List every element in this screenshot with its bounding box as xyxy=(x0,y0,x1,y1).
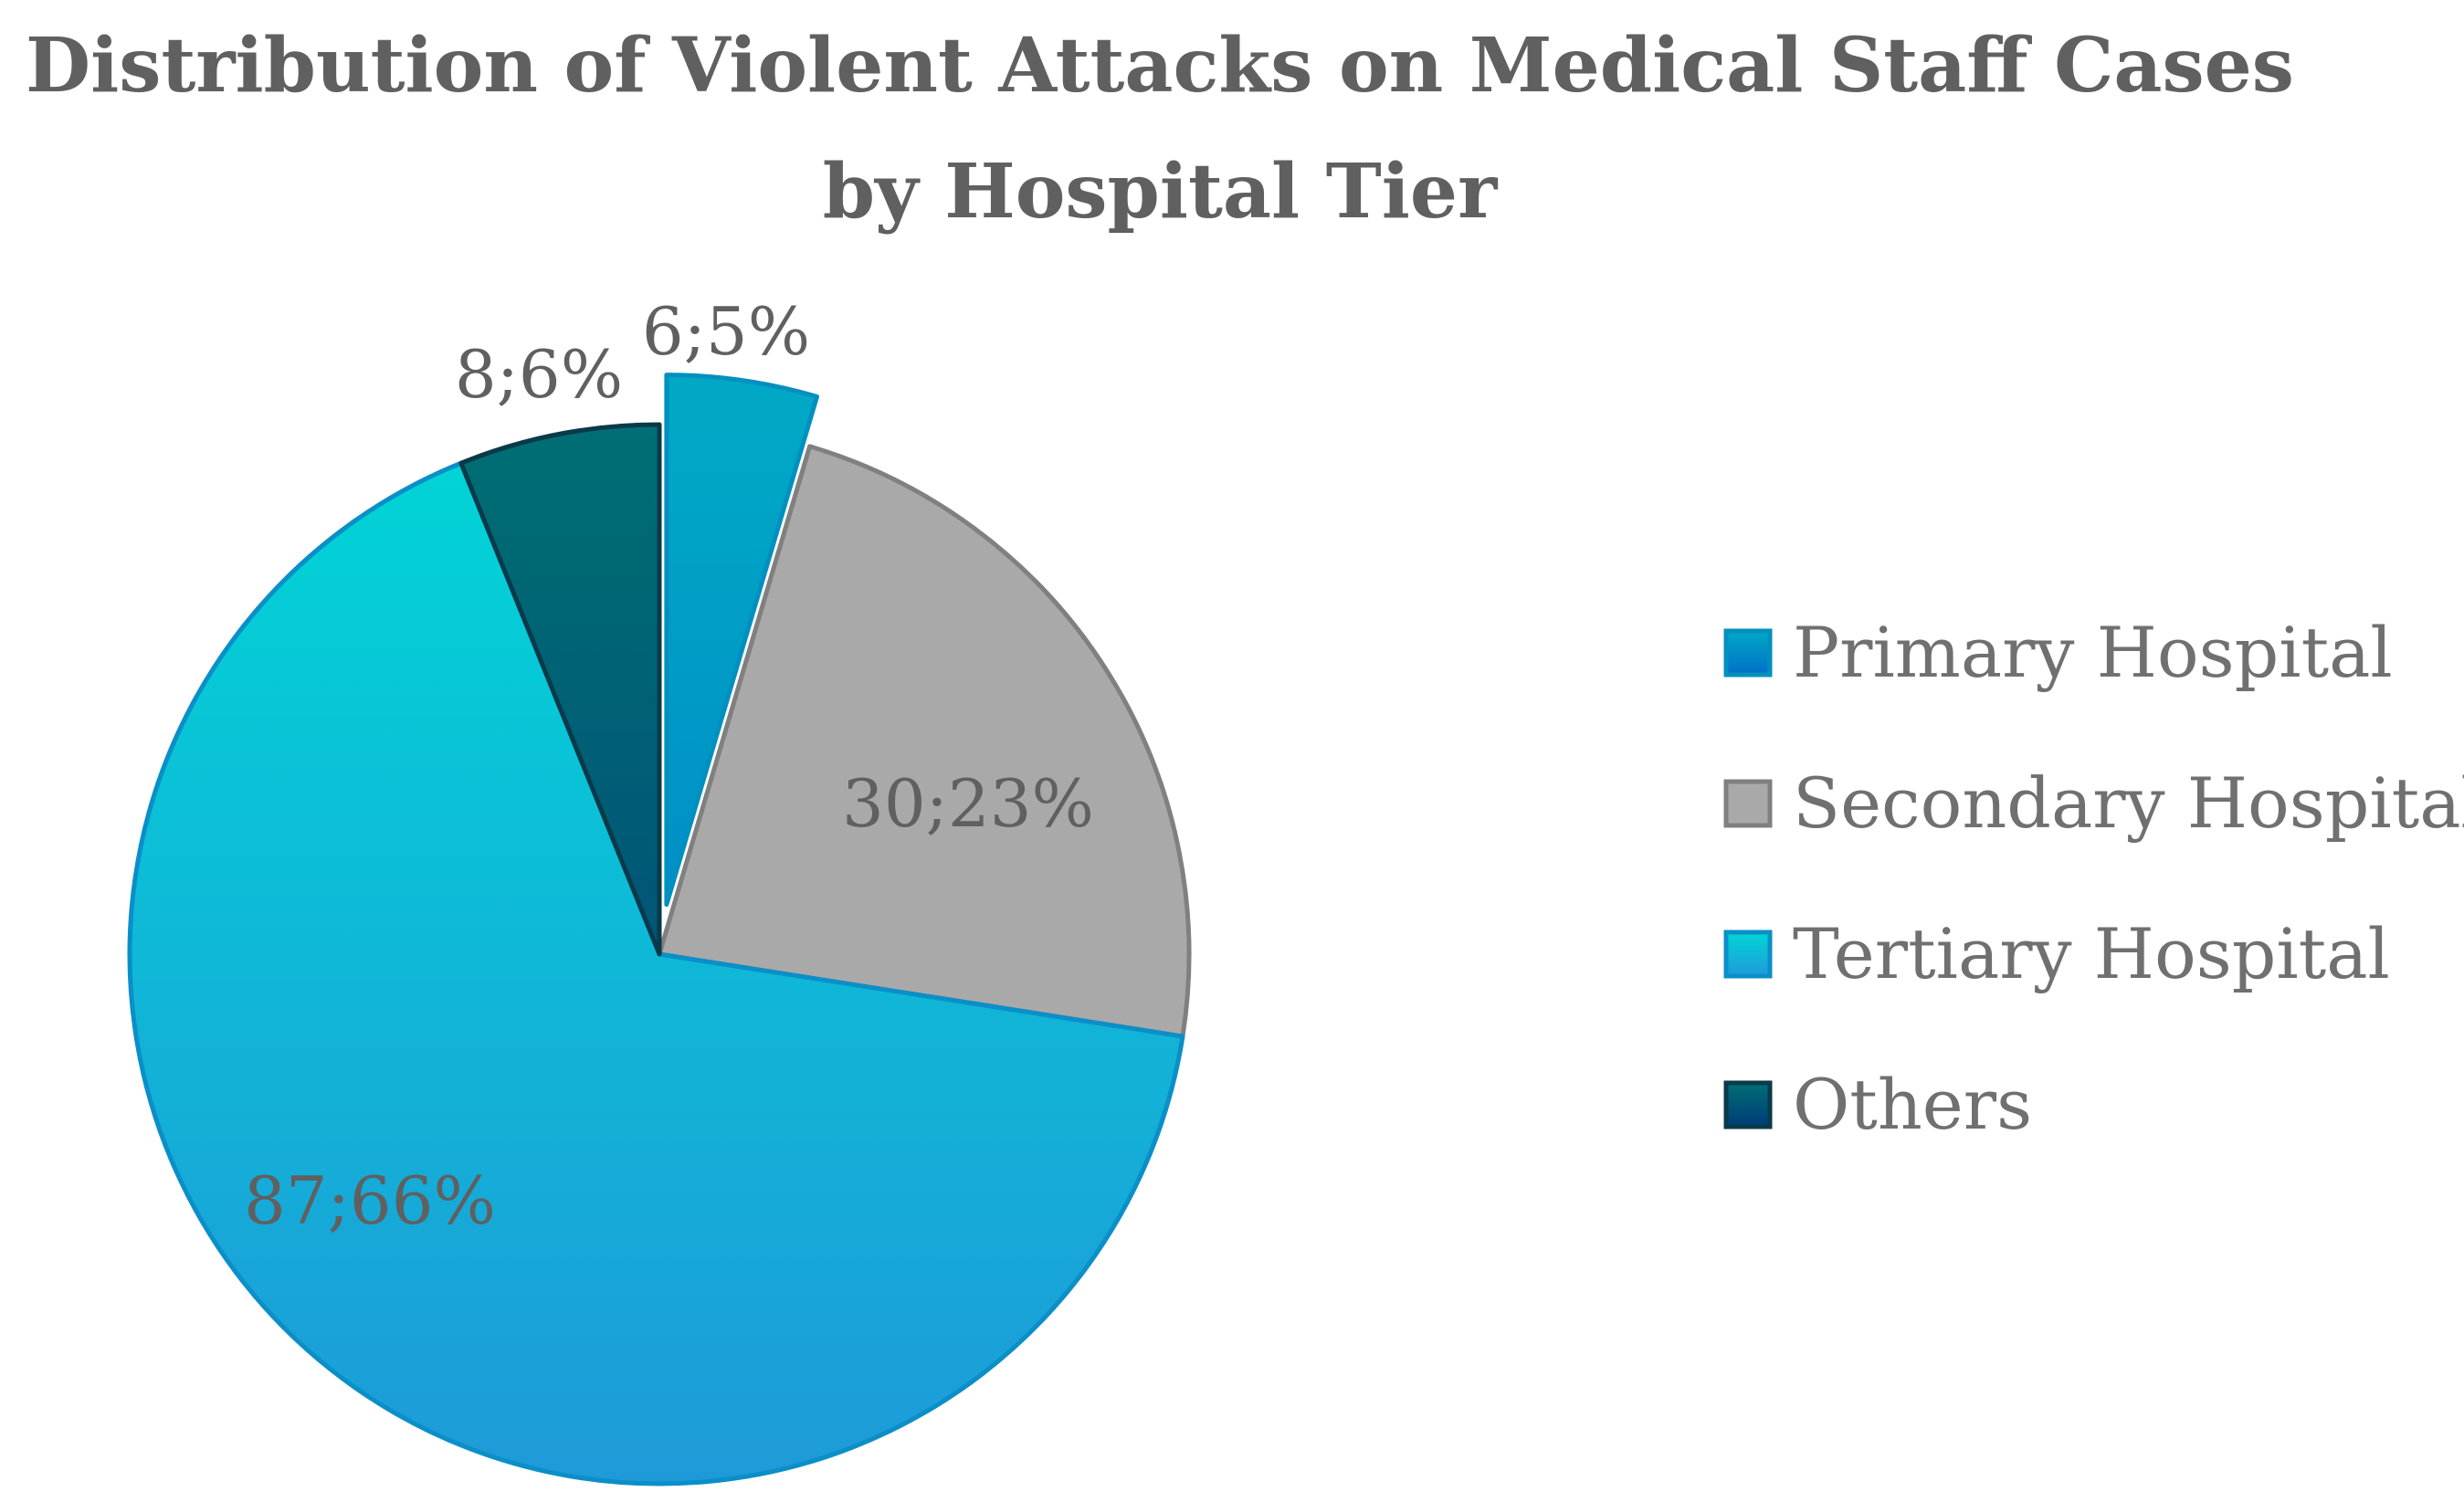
data-label-primary-hospital: 6;5% xyxy=(642,293,810,370)
slice-secondary-hospital xyxy=(657,444,1192,1039)
legend-label-tertiary-hospital: Tertiary Hospital xyxy=(1793,913,2390,994)
legend-label-primary-hospital: Primary Hospital xyxy=(1793,612,2393,693)
slice-others xyxy=(458,422,662,957)
pie-slices xyxy=(127,373,1192,1486)
slice-tertiary-hospital xyxy=(127,460,1185,1486)
slice-primary-hospital xyxy=(664,373,820,908)
chart-title-line-2: by Hospital Tier xyxy=(823,148,1499,236)
legend-swatch-tertiary-hospital xyxy=(1723,930,1773,979)
data-label-tertiary-hospital: 87;66% xyxy=(244,1162,496,1239)
legend-label-others: Others xyxy=(1793,1064,2032,1145)
data-labels: 6;5% 30;23% 87;66% 8;6% xyxy=(244,293,1094,1239)
chart-title-line-1: Distribution of Violent Attacks on Medic… xyxy=(26,22,2294,110)
legend-swatch-primary-hospital xyxy=(1723,628,1773,677)
data-label-others: 8;6% xyxy=(455,336,623,413)
legend-swatch-others xyxy=(1723,1080,1773,1129)
legend-swatch-secondary-hospital xyxy=(1723,779,1773,828)
data-label-secondary-hospital: 30;23% xyxy=(842,765,1094,842)
legend-label-secondary-hospital: Secondary Hospital xyxy=(1793,762,2464,844)
legend: Primary Hospital Secondary Hospital Tertia… xyxy=(1723,612,2464,1145)
